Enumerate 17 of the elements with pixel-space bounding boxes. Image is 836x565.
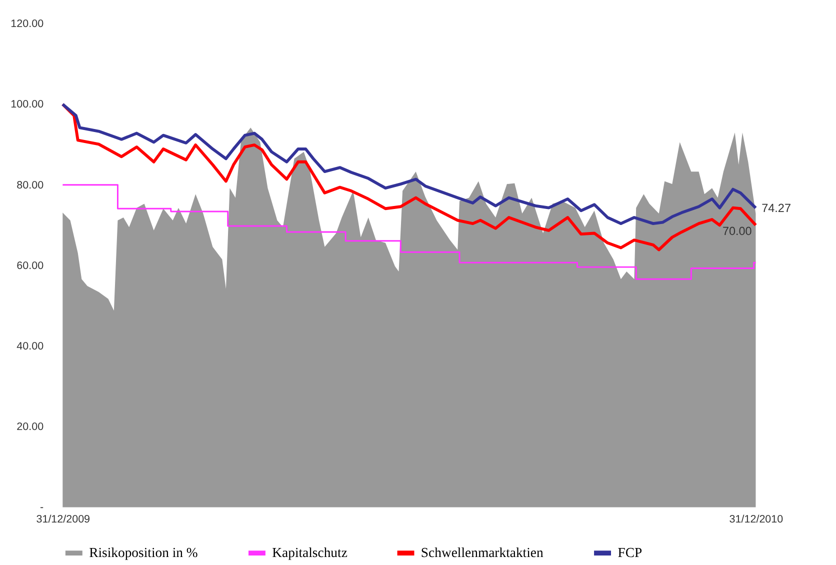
- legend-label: Schwellenmarktaktien: [420, 544, 544, 560]
- y-tick-label: 20.00: [16, 421, 44, 434]
- y-tick-label: 120.00: [10, 18, 44, 30]
- legend-label: Risikoposition in %: [89, 544, 198, 560]
- annotation: 70.00: [722, 224, 752, 238]
- line-series: [61, 102, 758, 226]
- x-tick-label: 31/12/2009: [36, 513, 90, 526]
- legend-label: FCP: [618, 544, 642, 560]
- y-tick-label: 100.00: [10, 98, 44, 111]
- annotation: 74.27: [762, 202, 791, 215]
- y-tick-label: 80.00: [16, 179, 44, 192]
- line-series: [61, 102, 758, 252]
- y-tick-label: 40.00: [16, 340, 44, 352]
- y-tick-label: -: [40, 502, 44, 514]
- x-tick-label: 31/12/2010: [729, 513, 784, 526]
- legend-label: Kapitalschutz: [272, 544, 348, 560]
- y-tick-label: 60.00: [16, 260, 44, 272]
